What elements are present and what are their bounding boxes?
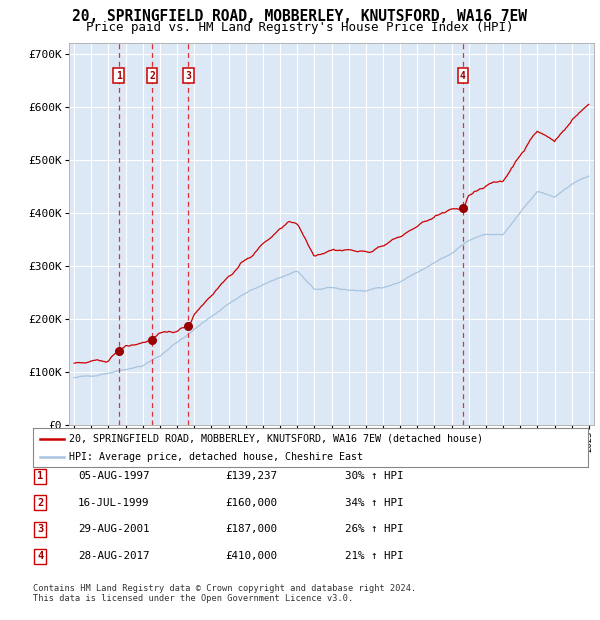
Text: 2: 2 (37, 498, 43, 508)
Text: 26% ↑ HPI: 26% ↑ HPI (345, 525, 404, 534)
Text: 34% ↑ HPI: 34% ↑ HPI (345, 498, 404, 508)
Text: 21% ↑ HPI: 21% ↑ HPI (345, 551, 404, 561)
Text: 05-AUG-1997: 05-AUG-1997 (78, 471, 149, 481)
Text: £160,000: £160,000 (225, 498, 277, 508)
Text: 20, SPRINGFIELD ROAD, MOBBERLEY, KNUTSFORD, WA16 7EW: 20, SPRINGFIELD ROAD, MOBBERLEY, KNUTSFO… (73, 9, 527, 24)
Text: £187,000: £187,000 (225, 525, 277, 534)
Text: 20, SPRINGFIELD ROAD, MOBBERLEY, KNUTSFORD, WA16 7EW (detached house): 20, SPRINGFIELD ROAD, MOBBERLEY, KNUTSFO… (69, 434, 483, 444)
Text: 3: 3 (37, 525, 43, 534)
Text: 1: 1 (37, 471, 43, 481)
Text: HPI: Average price, detached house, Cheshire East: HPI: Average price, detached house, Ches… (69, 452, 363, 463)
Text: 29-AUG-2001: 29-AUG-2001 (78, 525, 149, 534)
Text: 1: 1 (116, 71, 122, 81)
Text: £410,000: £410,000 (225, 551, 277, 561)
Text: Price paid vs. HM Land Registry's House Price Index (HPI): Price paid vs. HM Land Registry's House … (86, 21, 514, 34)
Text: 2: 2 (149, 71, 155, 81)
Text: Contains HM Land Registry data © Crown copyright and database right 2024.
This d: Contains HM Land Registry data © Crown c… (33, 584, 416, 603)
Text: 3: 3 (185, 71, 191, 81)
Text: 16-JUL-1999: 16-JUL-1999 (78, 498, 149, 508)
Text: 30% ↑ HPI: 30% ↑ HPI (345, 471, 404, 481)
Text: 28-AUG-2017: 28-AUG-2017 (78, 551, 149, 561)
Text: 4: 4 (37, 551, 43, 561)
Text: £139,237: £139,237 (225, 471, 277, 481)
Text: 4: 4 (460, 71, 466, 81)
